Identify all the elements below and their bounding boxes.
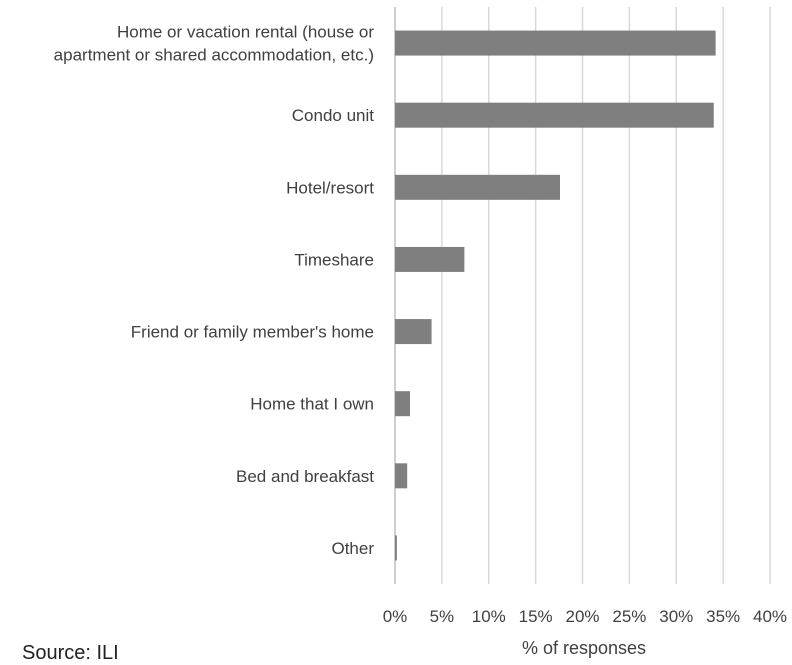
gridlines	[394, 7, 771, 584]
x-tick-label: 10%	[472, 607, 506, 626]
bar	[395, 391, 410, 417]
category-label: apartment or shared accommodation, etc.)	[54, 46, 374, 65]
x-tick-label: 20%	[565, 607, 599, 626]
bar	[395, 319, 432, 345]
category-label: Home that I own	[250, 395, 374, 414]
x-tick-label: 40%	[753, 607, 787, 626]
x-tick-label: 15%	[519, 607, 553, 626]
x-tick-label: 25%	[612, 607, 646, 626]
x-tick-label: 0%	[383, 607, 408, 626]
category-labels: Home or vacation rental (house or apartme…	[54, 23, 375, 558]
category-label: Condo unit	[292, 106, 375, 125]
bars	[395, 30, 716, 561]
source-note: Source: ILI	[22, 642, 119, 664]
x-tick-label: 35%	[706, 607, 740, 626]
category-label: Home or vacation rental (house or	[117, 23, 374, 42]
category-label: Friend or family member's home	[131, 323, 374, 342]
bar	[395, 174, 560, 200]
bar	[395, 463, 408, 489]
bar	[395, 30, 716, 56]
bar	[395, 246, 465, 272]
category-label: Timeshare	[294, 250, 374, 269]
x-axis-title: % of responses	[522, 638, 646, 658]
category-label: Other	[331, 539, 374, 558]
category-label: Hotel/resort	[286, 178, 374, 197]
x-tick-label: 30%	[659, 607, 693, 626]
x-tick-labels: 0% 5% 10% 15% 20% 25% 30% 35% 40%	[383, 607, 787, 626]
x-tick-label: 5%	[430, 607, 455, 626]
category-label: Bed and breakfast	[236, 467, 374, 486]
bar	[395, 102, 714, 128]
bar	[395, 535, 397, 561]
